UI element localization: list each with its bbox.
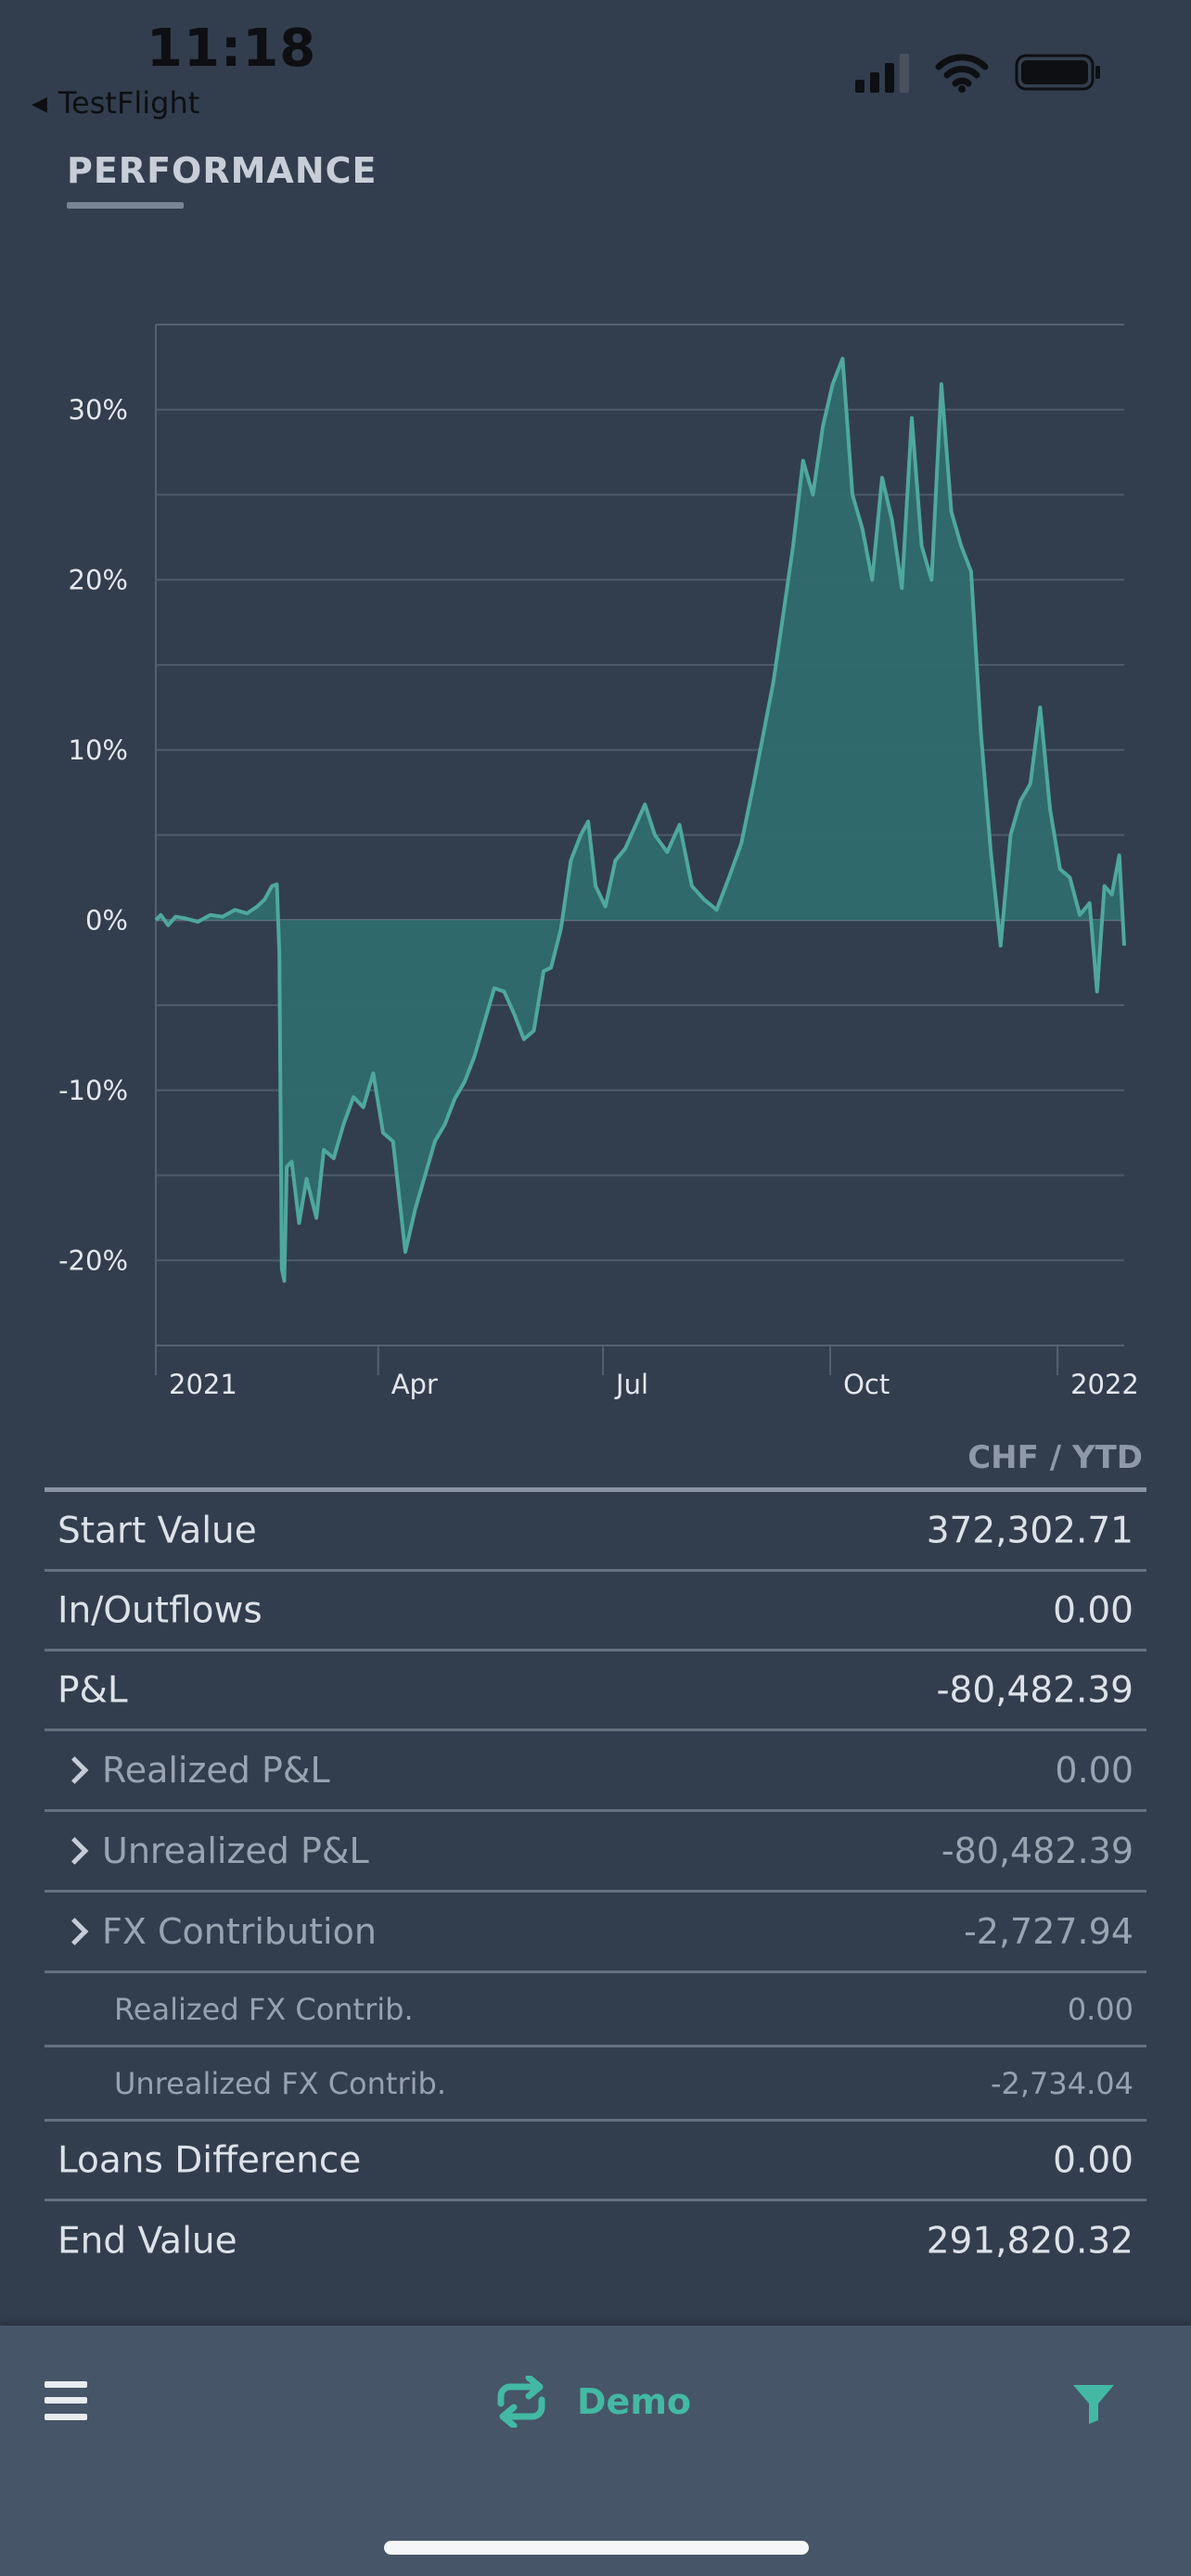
performance-table: Start Value 372,302.71 In/Outflows 0.00 … bbox=[45, 1487, 1146, 2281]
y-tick-label: 20% bbox=[69, 564, 128, 595]
refresh-icon bbox=[497, 2376, 545, 2428]
fx-contribution-label: FX Contribution bbox=[102, 1911, 377, 1952]
status-bar: 11:18 ◀ TestFlight bbox=[0, 0, 1191, 130]
loans-difference-amount: 0.00 bbox=[1053, 2139, 1133, 2181]
unrealized-fx-contrib-amount: -2,734.04 bbox=[990, 2065, 1133, 2101]
row-realized-fx-contrib: Realized FX Contrib. 0.00 bbox=[45, 1973, 1146, 2047]
x-tick-label: Oct bbox=[843, 1369, 890, 1400]
row-start-value: Start Value 372,302.71 bbox=[45, 1492, 1146, 1572]
x-tick-label: 2022 bbox=[1070, 1369, 1139, 1400]
in-outflows-label: In/Outflows bbox=[58, 1589, 263, 1631]
x-tick-label: Jul bbox=[614, 1369, 648, 1400]
home-indicator bbox=[384, 2541, 809, 2555]
pnl-amount: -80,482.39 bbox=[936, 1669, 1133, 1711]
chevron-down-icon bbox=[60, 1918, 89, 1945]
realized-fx-contrib-label: Realized FX Contrib. bbox=[114, 1991, 414, 2027]
chevron-right-icon bbox=[60, 1756, 89, 1784]
performance-chart: 30% 20% 10% 0% -10% -20% 2021 Apr Jul Oct 2022 bbox=[58, 324, 1139, 1400]
portfolio-name: Demo bbox=[577, 2381, 692, 2422]
end-value-amount: 291,820.32 bbox=[926, 2220, 1133, 2263]
table-top-rule bbox=[45, 1487, 1146, 1492]
filter-icon[interactable] bbox=[1072, 2383, 1115, 2424]
row-end-value: End Value 291,820.32 bbox=[45, 2201, 1146, 2281]
row-fx-contribution[interactable]: FX Contribution -2,727.94 bbox=[45, 1893, 1146, 1973]
start-value-label: Start Value bbox=[58, 1510, 257, 1551]
series-line bbox=[154, 356, 1126, 1283]
end-value-label: End Value bbox=[58, 2220, 237, 2263]
row-in-outflows: In/Outflows 0.00 bbox=[45, 1572, 1146, 1651]
cellular-signal-icon bbox=[855, 52, 909, 93]
x-tick-label: 2021 bbox=[169, 1369, 237, 1400]
hamburger-menu-icon[interactable] bbox=[45, 2381, 87, 2420]
row-pnl: P&L -80,482.39 bbox=[45, 1651, 1146, 1731]
currency-period-label: CHF / YTD bbox=[967, 1439, 1143, 1476]
unrealized-pnl-amount: -80,482.39 bbox=[941, 1830, 1133, 1871]
portfolio-selector[interactable]: Demo #43b9a4 bbox=[493, 2374, 691, 2429]
start-value-amount: 372,302.71 bbox=[926, 1510, 1133, 1551]
row-loans-difference: Loans Difference 0.00 bbox=[45, 2122, 1146, 2201]
y-tick-label: -10% bbox=[58, 1075, 128, 1106]
in-outflows-amount: 0.00 bbox=[1053, 1589, 1133, 1631]
battery-icon bbox=[1015, 54, 1100, 91]
realized-pnl-amount: 0.00 bbox=[1055, 1750, 1133, 1791]
loans-difference-label: Loans Difference bbox=[58, 2139, 362, 2181]
wifi-icon bbox=[935, 54, 989, 93]
fx-contribution-amount: -2,727.94 bbox=[964, 1911, 1133, 1952]
y-tick-label: 0% bbox=[85, 904, 128, 936]
tab-underline bbox=[67, 202, 184, 209]
x-tick-label: Apr bbox=[391, 1369, 438, 1400]
back-to-testflight-link[interactable]: ◀ TestFlight bbox=[32, 85, 199, 121]
back-app-label: TestFlight bbox=[58, 85, 200, 121]
row-unrealized-fx-contrib: Unrealized FX Contrib. -2,734.04 bbox=[45, 2047, 1146, 2122]
status-time: 11:18 bbox=[147, 19, 317, 79]
realized-pnl-label: Realized P&L bbox=[102, 1750, 330, 1791]
realized-fx-contrib-amount: 0.00 bbox=[1067, 1991, 1133, 2027]
unrealized-pnl-label: Unrealized P&L bbox=[102, 1830, 369, 1871]
status-icons bbox=[855, 46, 1102, 93]
y-tick-label: -20% bbox=[58, 1244, 128, 1276]
pnl-label: P&L bbox=[58, 1669, 128, 1711]
performance-tab-title[interactable]: PERFORMANCE bbox=[67, 150, 378, 191]
y-tick-label: 10% bbox=[69, 734, 128, 766]
row-unrealized-pnl[interactable]: Unrealized P&L -80,482.39 bbox=[45, 1812, 1146, 1893]
row-realized-pnl[interactable]: Realized P&L 0.00 bbox=[45, 1731, 1146, 1812]
chevron-right-icon bbox=[60, 1837, 89, 1865]
back-caret-icon: ◀ bbox=[32, 93, 47, 116]
y-tick-label: 30% bbox=[69, 394, 128, 426]
unrealized-fx-contrib-label: Unrealized FX Contrib. bbox=[114, 2065, 446, 2101]
bottom-toolbar: Demo #43b9a4 bbox=[0, 2326, 1191, 2576]
